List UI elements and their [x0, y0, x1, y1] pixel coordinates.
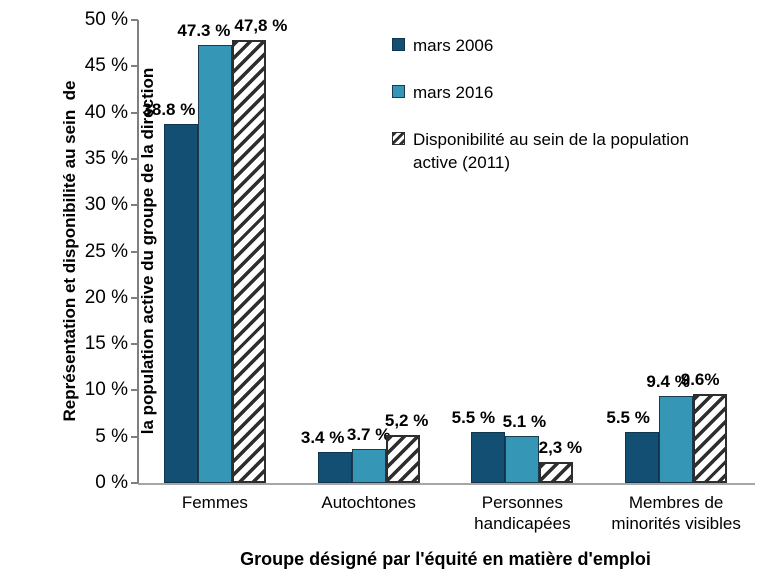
- y-tick-label: 10 %: [84, 379, 128, 401]
- y-tick-label: 5 %: [95, 425, 128, 447]
- x-axis-title: Groupe désigné par l'équité en matière d…: [240, 549, 651, 569]
- bar-1-membres-de-minorit-s-visibles: [625, 432, 660, 483]
- legend-item: Disponibilité au sein de la population a…: [392, 128, 735, 174]
- y-tick-label: 20 %: [84, 286, 128, 308]
- legend-swatch-icon: [392, 38, 405, 51]
- y-axis-line: [137, 20, 139, 483]
- legend-item: mars 2016: [392, 81, 735, 104]
- bar-value-label: 5,2 %: [384, 410, 429, 430]
- legend-label: mars 2016: [413, 83, 494, 102]
- bar-2-personnes-handicap-es: [505, 435, 540, 483]
- y-tick-label: 45 %: [84, 55, 128, 77]
- y-tick-label: 35 %: [84, 147, 128, 169]
- legend: mars 2006 mars 2016 Disponibilité au sein …: [392, 34, 735, 174]
- y-tick-mark: [131, 343, 138, 346]
- y-tick-mark: [131, 482, 138, 484]
- y-tick-label: 30 %: [84, 194, 128, 216]
- bar-value-label: 47,8 %: [234, 16, 288, 36]
- category-label: Personnes handicapées: [474, 493, 571, 533]
- y-tick-mark: [131, 19, 138, 21]
- legend-label: mars 2006: [413, 36, 494, 55]
- bar-3-autochtones: [385, 434, 420, 483]
- y-tick-label: 15 %: [84, 333, 128, 355]
- bar-2-autochtones: [351, 448, 386, 483]
- y-tick-label: 0 %: [95, 472, 128, 493]
- bar-value-label: 9.6%: [680, 370, 720, 390]
- bar-1-femmes: [163, 123, 198, 483]
- legend-swatch-icon: [392, 85, 405, 98]
- bar-value-label: 5.1 %: [502, 411, 547, 431]
- category-label: Femmes: [181, 493, 248, 512]
- bar-value-label: 47.3 %: [177, 21, 231, 40]
- legend-label: Disponibilité au sein de la population a…: [413, 130, 689, 172]
- y-tick-mark: [131, 157, 138, 160]
- category-label: Membres de minorités visibles: [611, 493, 741, 533]
- legend-swatch-hatch-icon: [392, 132, 405, 145]
- y-tick-mark: [131, 296, 138, 299]
- bar-3-femmes: [231, 40, 266, 483]
- y-tick-label: 50 %: [84, 9, 128, 30]
- y-tick-mark: [131, 111, 138, 114]
- y-tick-mark: [131, 65, 138, 68]
- y-tick-label: 40 %: [84, 101, 128, 123]
- y-tick-mark: [131, 435, 138, 438]
- legend-item: mars 2006: [392, 34, 735, 57]
- bar-3-membres-de-minorit-s-visibles: [693, 394, 728, 483]
- x-axis-line: [138, 483, 755, 485]
- bar-1-autochtones: [317, 451, 352, 483]
- y-tick-mark: [131, 250, 138, 253]
- bar-value-label: 3.7 %: [346, 424, 391, 444]
- y-tick-label: 25 %: [84, 240, 128, 262]
- bar-3-personnes-handicap-es: [539, 461, 574, 483]
- bar-value-label: 3.4 %: [300, 427, 345, 447]
- bar-value-label: 5.5 %: [606, 408, 650, 428]
- bar-value-label: 5.5 %: [451, 408, 496, 428]
- bar-2-femmes: [197, 45, 232, 483]
- bar-2-membres-de-minorit-s-visibles: [659, 395, 694, 483]
- bar-1-personnes-handicap-es: [471, 432, 506, 483]
- bar-value-label: 2,3 %: [538, 437, 583, 457]
- bar-value-label: 9.4 %: [646, 371, 690, 391]
- category-label: Autochtones: [321, 493, 416, 512]
- y-tick-mark: [131, 389, 138, 392]
- bar-value-label: 38.8 %: [142, 99, 196, 119]
- y-tick-mark: [131, 204, 138, 207]
